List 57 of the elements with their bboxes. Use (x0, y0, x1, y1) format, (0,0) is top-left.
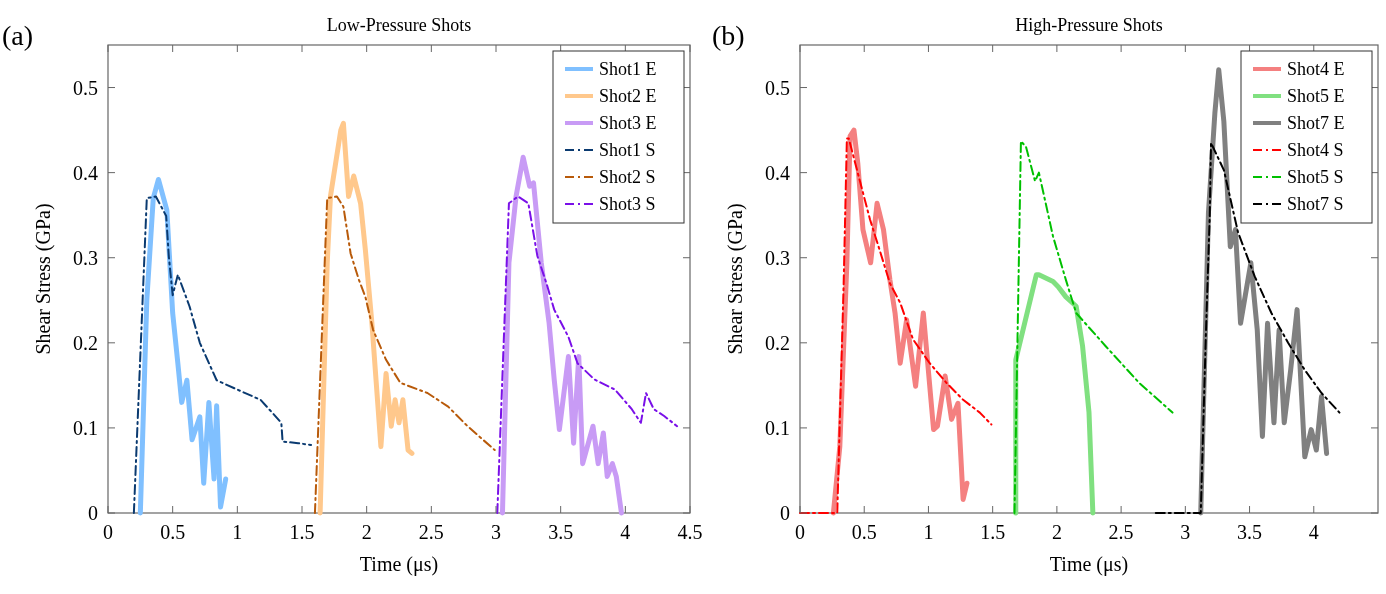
legend-label: Shot3 E (599, 113, 657, 133)
legend-label: Shot2 S (599, 167, 656, 187)
legend-label: Shot3 S (599, 194, 656, 214)
legend-label: Shot5 E (1287, 86, 1345, 106)
y-tick-label: 0 (780, 502, 790, 524)
y-tick-label: 0.5 (73, 76, 98, 99)
y-tick-label: 0.1 (73, 416, 98, 439)
legend-label: Shot7 E (1287, 113, 1345, 133)
chart-title: High-Pressure Shots (1015, 15, 1163, 35)
text: (b) (712, 20, 745, 51)
line-series (313, 195, 496, 514)
x-tick-label: 2.5 (418, 521, 444, 543)
x-tick-label: 3.5 (1237, 521, 1263, 543)
x-axis-title: Time (μs) (1049, 553, 1129, 576)
legend-label: Shot5 S (1287, 167, 1344, 187)
y-tick-label: 0.4 (765, 161, 790, 184)
y-tick-label: 0 (88, 502, 98, 524)
x-axis-title: Time (μs) (359, 553, 439, 576)
text: (a) (2, 20, 34, 51)
x-tick-label: 2 (1051, 521, 1062, 543)
y-tick-label: 0.2 (73, 331, 98, 354)
x-tick-label: 0.5 (851, 521, 877, 543)
x-tick-label: 0 (795, 521, 805, 543)
legend-label: Shot7 S (1287, 194, 1344, 214)
x-tick-label: 0.5 (160, 521, 186, 543)
x-tick-label: 4 (620, 521, 631, 543)
y-tick-label: 0.5 (765, 76, 790, 99)
x-tick-label: 3 (491, 521, 501, 543)
x-tick-label: 1 (923, 521, 934, 543)
legend-label: Shot4 E (1287, 59, 1345, 79)
line-series (496, 195, 679, 514)
x-tick-label: 1.5 (289, 521, 315, 543)
y-tick-label: 0.2 (765, 331, 790, 354)
x-tick-label: 3.5 (548, 521, 574, 543)
y-tick-label: 0.3 (73, 246, 98, 269)
y-tick-label: 0.4 (73, 161, 98, 184)
legend-label: Shot4 S (1287, 140, 1344, 160)
legend-label: Shot1 S (599, 140, 656, 160)
legend-label: Shot1 E (599, 59, 657, 79)
y-axis-title: Shear Stress (GPa) (32, 203, 55, 355)
x-tick-label: 1 (232, 521, 243, 543)
line-series (132, 195, 313, 514)
y-tick-label: 0.1 (765, 416, 790, 439)
y-axis-title: Shear Stress (GPa) (724, 203, 747, 355)
x-tick-label: 2 (361, 521, 372, 543)
legend-label: Shot2 E (599, 86, 657, 106)
chart-title: Low-Pressure Shots (326, 15, 472, 35)
x-tick-label: 4 (1308, 521, 1319, 543)
line-series (1154, 141, 1341, 514)
x-tick-label: 1.5 (980, 521, 1006, 543)
line-series (1013, 140, 1174, 514)
x-tick-label: 2.5 (1108, 521, 1134, 543)
y-tick-label: 0.3 (765, 246, 790, 269)
x-tick-label: 3 (1180, 521, 1191, 543)
line-series (799, 137, 993, 514)
x-tick-label: 0 (103, 521, 113, 543)
x-tick-label: 4.5 (677, 521, 703, 543)
